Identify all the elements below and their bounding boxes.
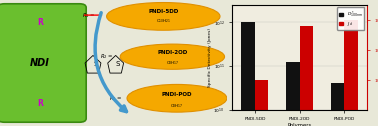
Text: PNDI-5DD: PNDI-5DD: [148, 9, 178, 14]
Bar: [331, 84, 344, 110]
Bar: [299, 26, 313, 110]
Y-axis label: Specific Detectivity (Jones): Specific Detectivity (Jones): [208, 28, 212, 87]
Text: S: S: [93, 61, 98, 67]
Bar: [242, 22, 255, 110]
Text: $R_3$ =: $R_3$ =: [109, 94, 122, 103]
Bar: [286, 62, 299, 110]
FancyBboxPatch shape: [0, 4, 86, 122]
Ellipse shape: [120, 44, 225, 69]
Text: R: R: [37, 99, 43, 108]
X-axis label: Polymers: Polymers: [287, 123, 312, 126]
Legend: $D^*_{100nm}$, $J_d$: $D^*_{100nm}$, $J_d$: [337, 7, 364, 30]
Ellipse shape: [127, 84, 227, 112]
Text: NDI: NDI: [30, 58, 50, 68]
Text: S: S: [116, 61, 120, 67]
Text: $R_2$ =: $R_2$ =: [100, 52, 113, 61]
Bar: [344, 20, 358, 110]
Text: $\sf C_{10}H_{21}$: $\sf C_{10}H_{21}$: [156, 18, 171, 25]
Text: PNDI-POD: PNDI-POD: [162, 92, 192, 97]
Text: $\sf C_8H_{17}$: $\sf C_8H_{17}$: [170, 102, 184, 110]
Text: R: R: [37, 18, 43, 27]
Text: $\sf C_8H_{17}$: $\sf C_8H_{17}$: [166, 59, 179, 67]
Text: PNDI-2OD: PNDI-2OD: [157, 50, 187, 55]
Text: $R_1$ =: $R_1$ =: [82, 11, 95, 20]
Ellipse shape: [107, 3, 220, 30]
Bar: [255, 80, 268, 110]
